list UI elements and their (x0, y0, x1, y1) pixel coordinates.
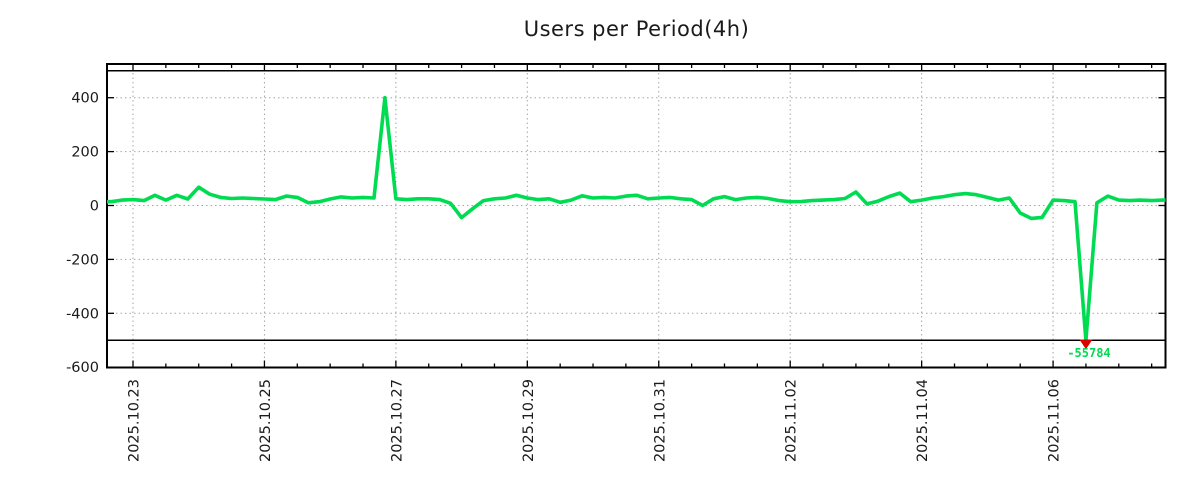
users-series-line (107, 95, 1166, 343)
clip-arrow-icon (1079, 339, 1093, 350)
plot-border (106, 63, 1167, 369)
axis-ticks (107, 64, 1166, 368)
x-tick-label: 2025.11.06 (1047, 379, 1063, 462)
y-tick-label: 0 (90, 199, 99, 215)
x-tick-label: 2025.11.02 (784, 379, 800, 462)
y-tick-label: 400 (71, 91, 99, 107)
y-tick-label: -200 (66, 252, 99, 268)
x-tick-label: 2025.11.04 (915, 379, 931, 462)
grid-lines (107, 64, 1166, 368)
x-tick-label: 2025.10.23 (127, 379, 143, 462)
clip-annotation-label: -55784 (1067, 346, 1111, 360)
y-tick-label: -400 (66, 306, 99, 322)
x-tick-label: 2025.10.31 (652, 379, 668, 462)
chart-title: Users per Period(4h) (523, 17, 750, 41)
x-tick-label: 2025.10.25 (258, 379, 274, 462)
y-tick-label: 200 (71, 145, 99, 161)
x-tick-label: 2025.10.27 (389, 379, 405, 462)
tick-labels: 400 200 0 -200 -400 -600 2025.10.23 2025.10.25 2… (66, 91, 1063, 462)
y-tick-label: -600 (66, 360, 99, 376)
x-tick-label: 2025.10.29 (521, 379, 537, 462)
